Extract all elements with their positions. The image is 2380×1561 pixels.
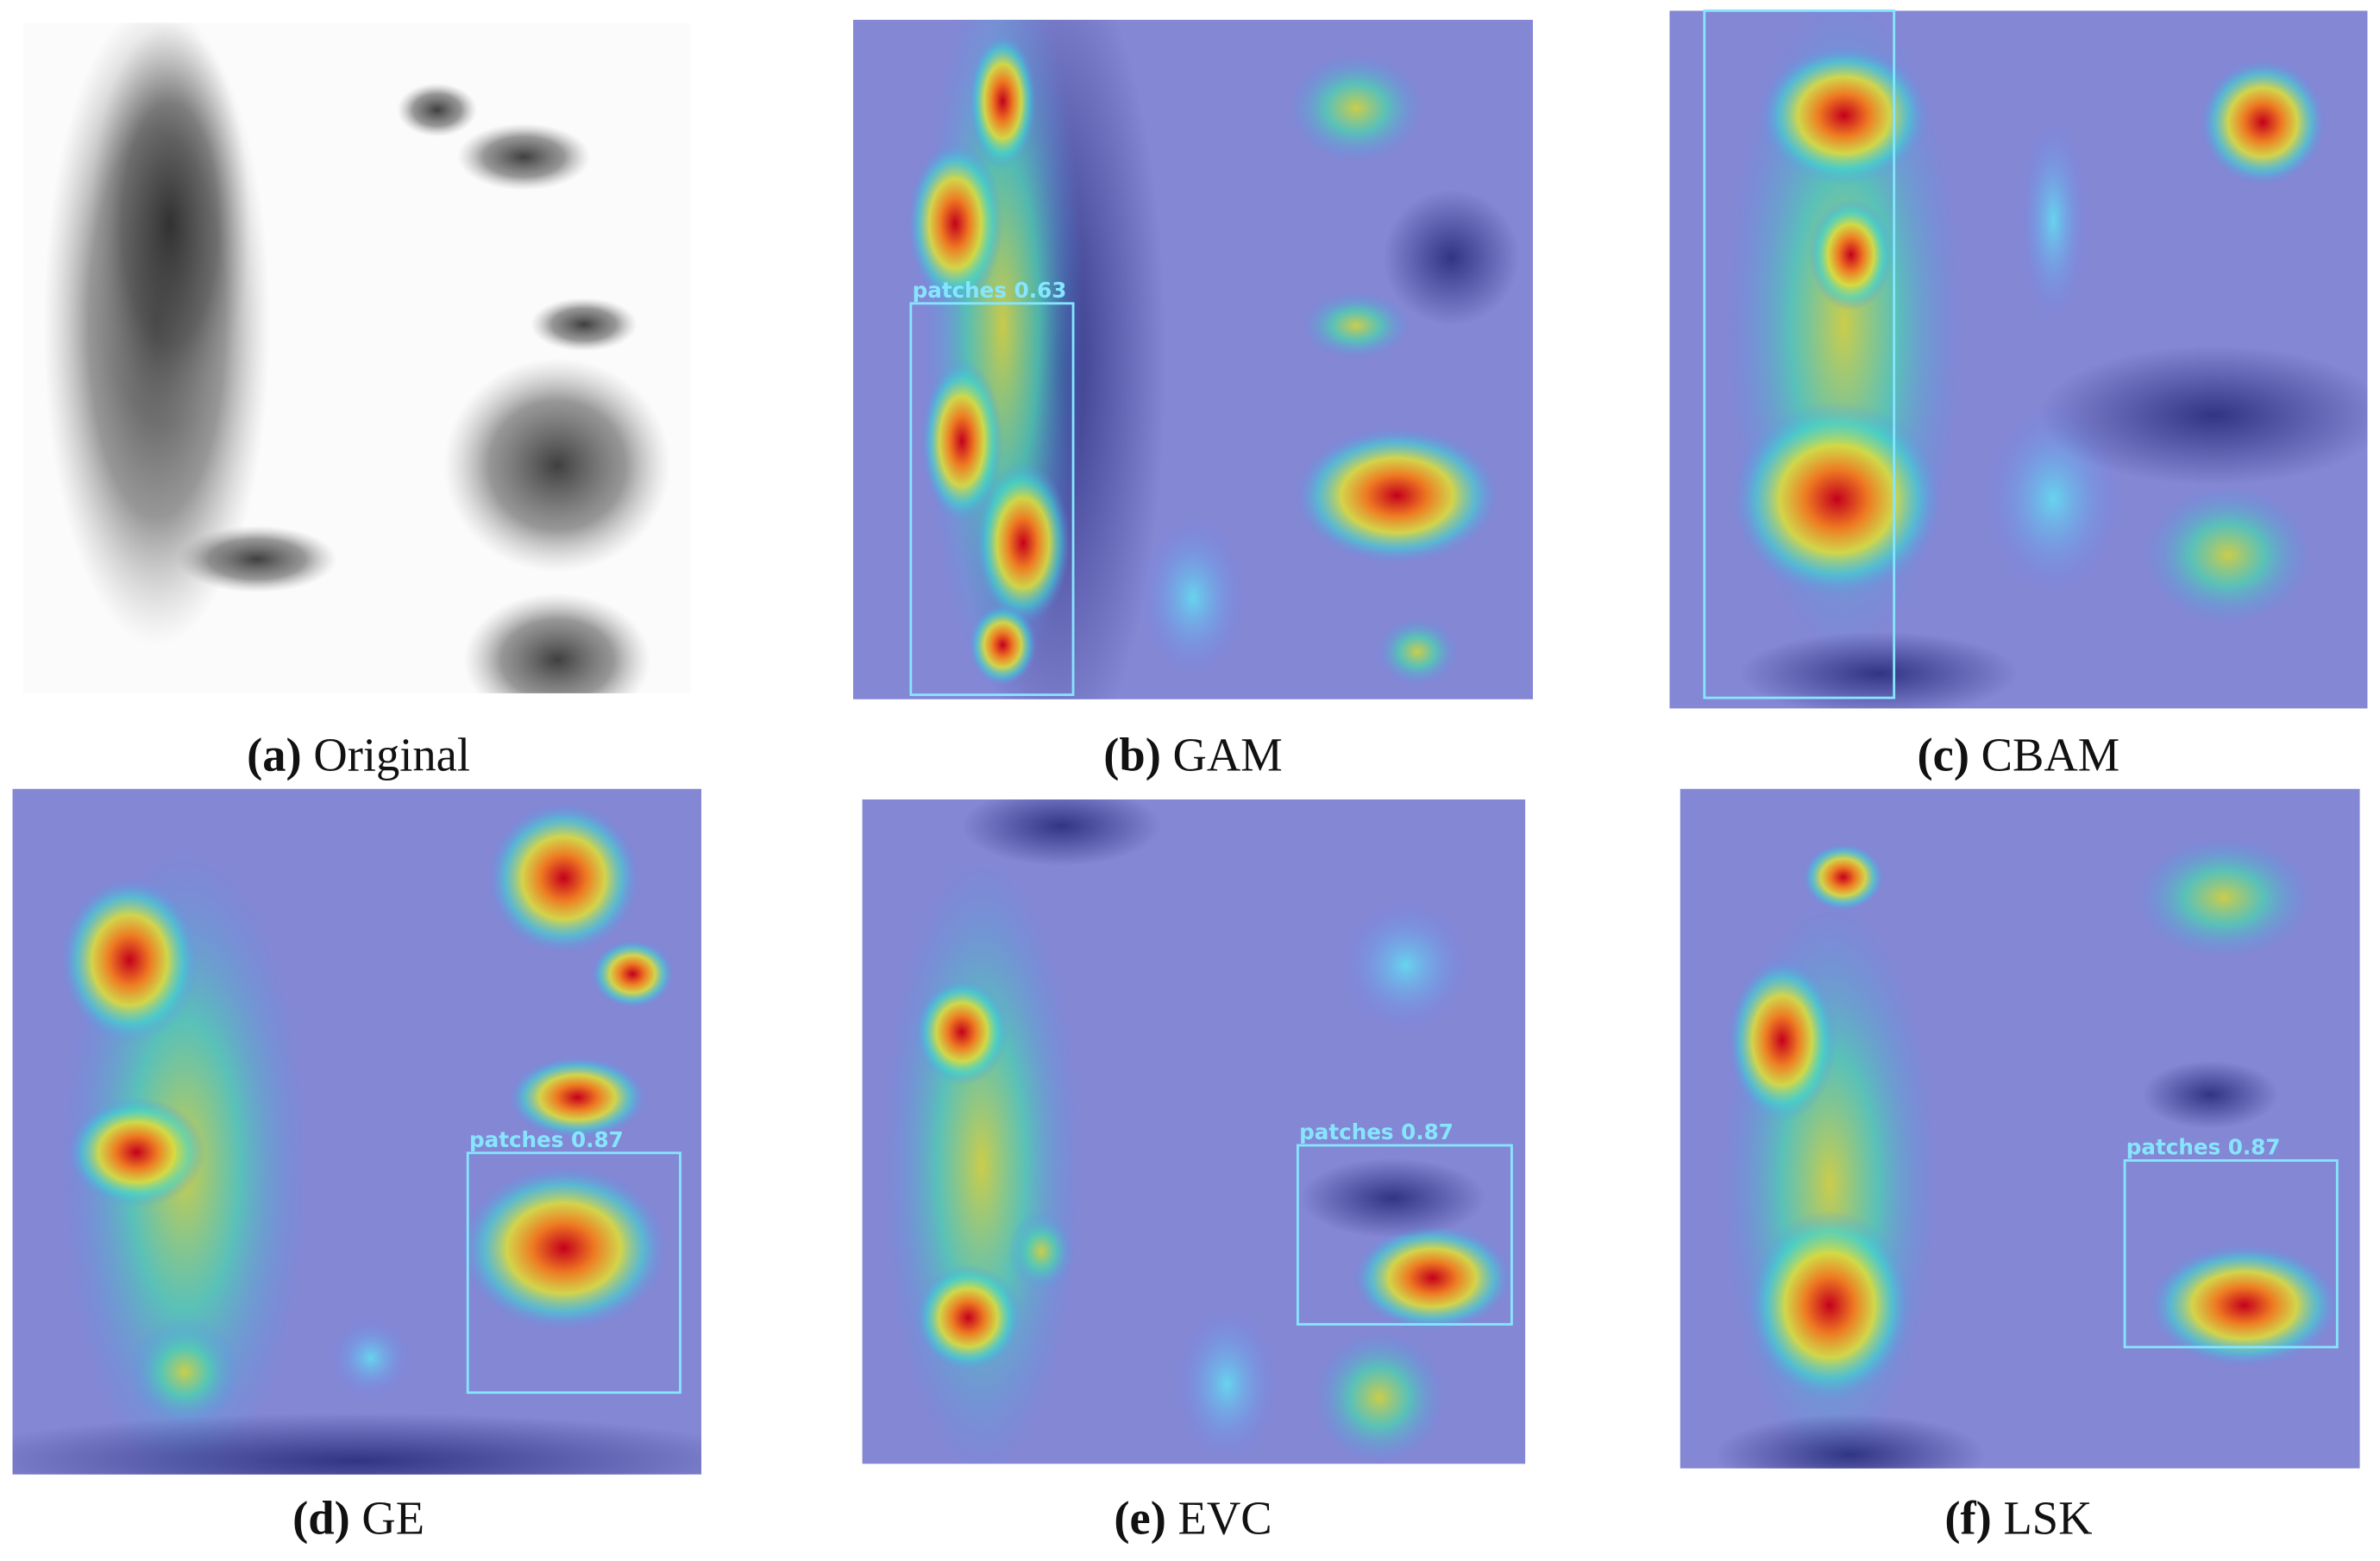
box-label: patches 0.87 <box>1299 1119 1454 1144</box>
heat-blob <box>2200 59 2326 185</box>
panel: (a) Original <box>22 22 691 781</box>
heat-blob <box>67 1097 206 1207</box>
heat-blob <box>915 1264 1022 1371</box>
caption-space <box>1166 1491 1178 1544</box>
caption: (e) EVC <box>1114 1491 1272 1544</box>
heat-blob <box>961 799 1161 867</box>
heat-blob <box>1299 1158 1486 1238</box>
detection-box <box>1296 1144 1513 1326</box>
caption-name: LSK <box>2003 1491 2092 1544</box>
heat-blob <box>90 22 250 425</box>
heat-blob <box>920 359 1003 523</box>
caption: (b) GAM <box>1103 729 1283 781</box>
caption-name: CBAM <box>1981 729 2120 781</box>
heat-blob <box>329 1316 412 1400</box>
heat-blob <box>1732 401 1942 597</box>
heat-blob <box>975 461 1071 625</box>
detection-box <box>909 302 1075 697</box>
panel-image <box>853 19 1534 699</box>
box-label: patches 0.87 <box>2126 1135 2281 1160</box>
heat-blob <box>456 123 591 191</box>
box-label: patches 0.87 <box>469 1127 624 1152</box>
heat-blob <box>1748 1210 1912 1401</box>
caption-name: GAM <box>1173 729 1283 781</box>
panel: (c) CBAM <box>1669 9 2368 781</box>
heat-blob <box>443 358 671 573</box>
panel-image <box>12 788 702 1475</box>
heat-blob <box>1383 189 1520 326</box>
heat-blob <box>487 802 640 954</box>
heat-blob <box>907 141 1003 305</box>
detection-box <box>2123 1159 2339 1349</box>
caption: (d) GE <box>292 1491 424 1544</box>
heat-blob <box>591 939 675 1009</box>
heat-blob <box>2039 345 2368 486</box>
caption-space <box>302 729 314 781</box>
heat-blob <box>508 1056 647 1139</box>
heat-blob <box>1138 516 1248 680</box>
heat-blob <box>60 878 199 1043</box>
heat-blob <box>2142 1060 2279 1129</box>
caption-space <box>1992 1491 2004 1544</box>
heat-blob <box>1353 1225 1512 1332</box>
caption-space <box>1969 729 1981 781</box>
heat-blob <box>12 1413 702 1475</box>
detection-box <box>466 1151 681 1395</box>
caption-letter: (d) <box>292 1491 350 1544</box>
caption-name: Original <box>313 729 470 781</box>
caption-space <box>1161 729 1173 781</box>
heat-blob <box>1760 45 1928 185</box>
panel-image <box>1680 788 2360 1469</box>
heat-blob <box>968 604 1037 686</box>
heat-blob <box>1173 1304 1280 1464</box>
heat-blob <box>1739 631 2019 709</box>
heat-blob <box>1727 958 1837 1122</box>
heat-blob <box>463 592 651 693</box>
heat-blob <box>129 1316 241 1427</box>
heat-blob <box>1376 618 1459 686</box>
heat-blob <box>1313 1331 1446 1464</box>
caption-letter: (a) <box>247 729 302 781</box>
caption: (f) LSK <box>1944 1491 2092 1544</box>
detection-box <box>1703 9 1896 699</box>
heat-blob <box>1008 1211 1075 1292</box>
heat-blob <box>2144 485 2312 625</box>
caption: (c) CBAM <box>1918 729 2120 781</box>
heat-blob <box>2018 115 2088 325</box>
heat-blob <box>1340 899 1473 1032</box>
caption-letter: (b) <box>1103 729 1161 781</box>
caption-letter: (c) <box>1918 729 1970 781</box>
heat-blob <box>2135 836 2313 959</box>
panel-image <box>22 22 691 693</box>
heat-blob <box>1288 53 1424 163</box>
panel-image <box>862 799 1526 1464</box>
heat-blob <box>968 33 1037 170</box>
panel: patches 0.87 (d) GE <box>12 788 702 1544</box>
heat-blob <box>2149 1244 2340 1367</box>
caption-letter: (f) <box>1944 1491 1991 1544</box>
box-label: patches 0.63 <box>913 278 1067 303</box>
heat-blob <box>915 979 1008 1086</box>
heat-blob <box>882 852 1082 1464</box>
heat-blob <box>460 1165 668 1331</box>
heat-blob <box>531 298 637 352</box>
heat-blob <box>1302 292 1411 360</box>
heat-blob <box>176 525 337 593</box>
heat-blob <box>1295 427 1499 564</box>
caption-letter: (e) <box>1114 1491 1166 1544</box>
panel-image <box>1669 10 2368 709</box>
heat-blob <box>1714 1414 1987 1469</box>
caption: (a) Original <box>247 729 470 781</box>
caption-name: EVC <box>1178 1491 1272 1544</box>
heat-blob <box>1802 843 1885 912</box>
panel: patches 0.87 (f) LSK <box>1680 788 2360 1544</box>
caption-name: GE <box>361 1491 424 1544</box>
heat-blob <box>397 83 478 137</box>
panel: patches 0.63 (b) GAM <box>853 19 1534 781</box>
panel: patches 0.87 (e) EVC <box>862 799 1526 1544</box>
heat-blob <box>1809 198 1893 311</box>
caption-space <box>350 1491 362 1544</box>
